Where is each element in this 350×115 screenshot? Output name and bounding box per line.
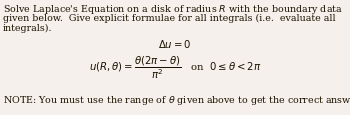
Text: NOTE: You must use the range of $\theta$ given above to get the correct answers!: NOTE: You must use the range of $\theta$… — [3, 93, 350, 106]
Text: $\Delta u = 0$: $\Delta u = 0$ — [158, 38, 192, 50]
Text: Solve Laplace's Equation on a disk of radius $R$ with the boundary data: Solve Laplace's Equation on a disk of ra… — [3, 3, 343, 16]
Text: $u(R, \theta) = \dfrac{\theta(2\pi - \theta)}{\pi^2}$   on  $0 \leq \theta < 2\p: $u(R, \theta) = \dfrac{\theta(2\pi - \th… — [89, 54, 261, 80]
Text: integrals).: integrals). — [3, 24, 52, 33]
Text: given below.  Give explicit formulae for all integrals (i.e.  evaluate all: given below. Give explicit formulae for … — [3, 13, 336, 22]
